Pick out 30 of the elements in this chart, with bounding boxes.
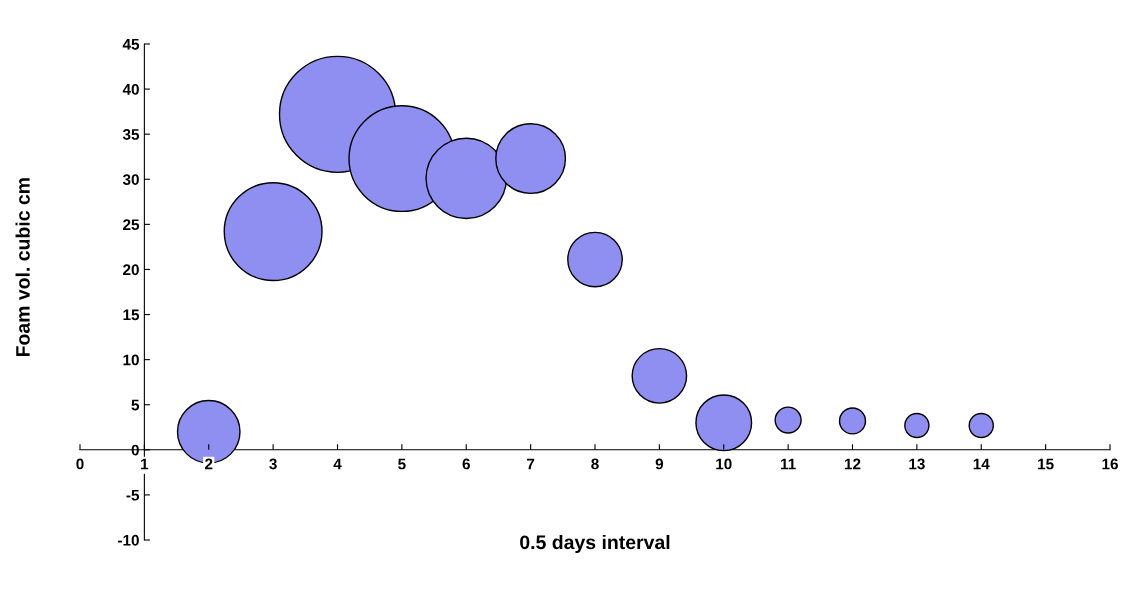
x-tick-label: 10 [716,458,732,470]
x-tick-label: 13 [909,458,925,470]
y-tick-label: 15 [123,309,140,321]
y-tick-label: 20 [123,264,139,276]
x-tick-label: 7 [527,458,535,470]
y-tick-label: 30 [122,174,139,185]
x-tick-label: 14 [973,458,990,470]
x-tick-label: 1 [141,458,149,470]
x-tick-label: 16 [1102,458,1118,470]
y-tick-label: -5 [126,489,140,501]
y-tick-label: 5 [131,399,140,411]
x-tick-label: 11 [781,458,796,470]
x-axis-title: 0.5 days interval [520,534,670,554]
x-tick-label: 5 [398,458,406,470]
x-tick-label: 12 [844,458,861,470]
y-tick-label: 25 [123,219,140,231]
x-tick-label: 8 [591,458,599,470]
x-tick-label: 0 [76,458,84,470]
x-tick-label: 2 [205,458,213,470]
y-tick-label: 45 [122,39,140,50]
y-tick-label: -10 [118,534,139,546]
x-tick-label: 4 [333,458,342,470]
y-tick-label: 40 [122,83,139,95]
x-tick-label: 15 [1038,458,1054,470]
y-tick-label: 35 [122,129,140,140]
y-tick-label: 10 [123,354,139,366]
y-axis-title: Foam vol. cubic cm [15,178,30,357]
x-tick-label: 3 [269,458,277,470]
x-tick-label: 9 [655,458,664,470]
x-tick-label: 6 [462,458,470,470]
